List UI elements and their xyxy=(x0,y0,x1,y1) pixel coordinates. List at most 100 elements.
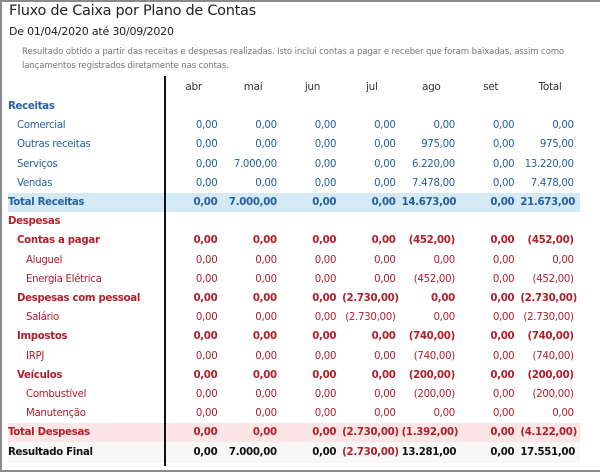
cell-abr: 0,00 xyxy=(195,120,218,132)
cell-total: 0,00 xyxy=(552,120,574,132)
table-row[interactable]: Combustível 0,00 0,00 0,00 0,00 (200,00) 0,00 (… xyxy=(8,385,580,404)
cell-jun: 0,00 xyxy=(312,197,337,209)
cell-ago: 0,00 xyxy=(433,120,455,132)
table-row[interactable]: Impostos 0,00 0,00 0,00 0,00 (740,00) 0,00 (740… xyxy=(8,327,580,346)
cell-jul: 0,00 xyxy=(371,331,396,343)
cell-ago: (200,00) xyxy=(408,369,456,381)
cell-mai: 7.000,00 xyxy=(228,197,277,209)
table-row[interactable]: Serviços 0,00 7.000,00 0,00 0,00 6.220,00 0,00… xyxy=(8,155,580,174)
cell-abr: 0,00 xyxy=(195,139,218,151)
cell-jul: 0,00 xyxy=(374,350,396,362)
cell-ago: (740,00) xyxy=(408,331,456,343)
cell-total: 0,00 xyxy=(552,254,574,266)
cell-total: 975,00 xyxy=(539,139,574,151)
cell-total: (4.122,00) xyxy=(520,427,577,439)
result-row[interactable]: Resultado Final 0,00 7.000,00 0,00 (2.730,00… xyxy=(8,442,580,464)
row-label: Contas a pagar xyxy=(17,235,100,247)
table-row[interactable]: Vendas 0,00 0,00 0,00 0,00 7.478,00 0,00 7.478,… xyxy=(8,174,580,193)
cell-jul: 0,00 xyxy=(374,177,396,189)
cell-jun: 0,00 xyxy=(314,177,337,189)
cell-set: 0,00 xyxy=(490,447,515,459)
cell-total: 0,00 xyxy=(552,408,574,420)
table-row[interactable]: Energia Elétrica 0,00 0,00 0,00 0,00 (452,00)… xyxy=(8,270,580,289)
cell-jun: 0,00 xyxy=(314,312,337,324)
table-row[interactable]: Aluguel 0,00 0,00 0,00 0,00 0,00 0,00 0,00 xyxy=(8,251,580,270)
cell-set: 0,00 xyxy=(492,139,515,151)
cell-total: (452,00) xyxy=(532,273,575,285)
table-row[interactable]: Despesas com pessoal 0,00 0,00 0,00 (2.730,0… xyxy=(8,289,580,308)
row-label: Serviços xyxy=(17,158,58,170)
cell-jun: 0,00 xyxy=(312,331,337,343)
cell-mai: 0,00 xyxy=(255,177,277,189)
cell-mai: 0,00 xyxy=(252,292,277,304)
cell-ago: 0,00 xyxy=(433,312,455,324)
row-label: Total Despesas xyxy=(8,427,90,439)
cell-total: (740,00) xyxy=(532,350,575,362)
section-row[interactable]: Receitas xyxy=(8,97,580,116)
cell-total: 13.220,00 xyxy=(524,158,574,170)
cell-ago: (452,00) xyxy=(408,235,456,247)
cell-mai: 7.000,00 xyxy=(233,158,277,170)
cell-jul: 0,00 xyxy=(374,158,396,170)
cell-jul: 0,00 xyxy=(374,388,396,400)
cell-abr: 0,00 xyxy=(195,273,218,285)
cell-ago: 0,00 xyxy=(433,254,455,266)
row-label: Comercial xyxy=(17,120,66,132)
cell-ago: 7.478,00 xyxy=(411,177,455,189)
cell-abr: 0,00 xyxy=(193,331,218,343)
column-header-mai: mai xyxy=(243,80,263,93)
cell-jul: 0,00 xyxy=(374,273,396,285)
total-row[interactable]: Total Despesas 0,00 0,00 0,00 (2.730,00) (1.3… xyxy=(8,423,580,443)
cell-abr: 0,00 xyxy=(195,177,218,189)
row-label: Salário xyxy=(26,312,59,324)
cell-ago: (1.392,00) xyxy=(401,427,459,439)
row-label: Despesas xyxy=(8,216,61,228)
row-label: Despesas com pessoal xyxy=(17,292,141,304)
column-header-jun: jun xyxy=(304,80,321,93)
cell-jun: 0,00 xyxy=(312,369,337,381)
cell-jun: 0,00 xyxy=(312,235,337,247)
cell-jul: 0,00 xyxy=(374,254,396,266)
cell-jun: 0,00 xyxy=(314,350,337,362)
cell-total: (452,00) xyxy=(527,235,575,247)
cell-jun: 0,00 xyxy=(312,292,337,304)
cell-set: 0,00 xyxy=(492,408,515,420)
report-title: Fluxo de Caixa por Plano de Contas xyxy=(9,3,256,19)
cell-mai: 0,00 xyxy=(255,312,277,324)
table-header: abr mai jun jul ago set Total xyxy=(8,76,580,97)
table-row[interactable]: Comercial 0,00 0,00 0,00 0,00 0,00 0,00 0,00 xyxy=(8,116,580,135)
table-row[interactable]: Outras receitas 0,00 0,00 0,00 0,00 975,00 0,0… xyxy=(8,135,580,154)
cell-set: 0,00 xyxy=(492,177,515,189)
table-row[interactable]: Salário 0,00 0,00 0,00 (2.730,00) 0,00 0,00 (2.… xyxy=(8,308,580,327)
section-row[interactable]: Despesas xyxy=(8,212,580,231)
cell-total: 17.551,00 xyxy=(520,447,576,459)
column-header-ago: ago xyxy=(421,80,441,93)
row-label: Vendas xyxy=(17,177,53,189)
total-row[interactable]: Total Receitas 0,00 7.000,00 0,00 0,00 14.673… xyxy=(8,192,580,213)
cell-jul: 0,00 xyxy=(374,120,396,132)
table-row[interactable]: Contas a pagar 0,00 0,00 0,00 0,00 (452,00) 0,… xyxy=(8,231,580,250)
table-row[interactable]: Manutenção 0,00 0,00 0,00 0,00 0,00 0,00 0,00 xyxy=(8,404,580,423)
report-note: Resultado obtido a partir das receitas e… xyxy=(22,47,565,71)
cell-ago: 13.281,00 xyxy=(401,447,457,459)
cell-abr: 0,00 xyxy=(193,369,218,381)
column-header-abr: abr xyxy=(185,80,202,93)
row-label: Aluguel xyxy=(26,254,63,266)
cell-ago: 6.220,00 xyxy=(411,158,455,170)
row-label: Combustível xyxy=(26,388,87,400)
row-label: Impostos xyxy=(17,331,68,343)
cell-jun: 0,00 xyxy=(314,408,337,420)
row-label: Receitas xyxy=(8,101,55,113)
cell-ago: (200,00) xyxy=(413,388,456,400)
cell-mai: 0,00 xyxy=(255,273,277,285)
cell-ago: (452,00) xyxy=(413,273,456,285)
cell-total: 7.478,00 xyxy=(530,177,574,189)
cell-set: 0,00 xyxy=(492,388,515,400)
table-row[interactable]: Veículos 0,00 0,00 0,00 0,00 (200,00) 0,00 (200… xyxy=(8,366,580,385)
cell-mai: 0,00 xyxy=(255,120,277,132)
cell-ago: 0,00 xyxy=(433,408,455,420)
cell-abr: 0,00 xyxy=(193,197,218,209)
row-label: Resultado Final xyxy=(8,447,93,459)
table-row[interactable]: IRPJ 0,00 0,00 0,00 0,00 (740,00) 0,00 (740,00) xyxy=(8,346,580,365)
row-label: Energia Elétrica xyxy=(26,273,102,285)
